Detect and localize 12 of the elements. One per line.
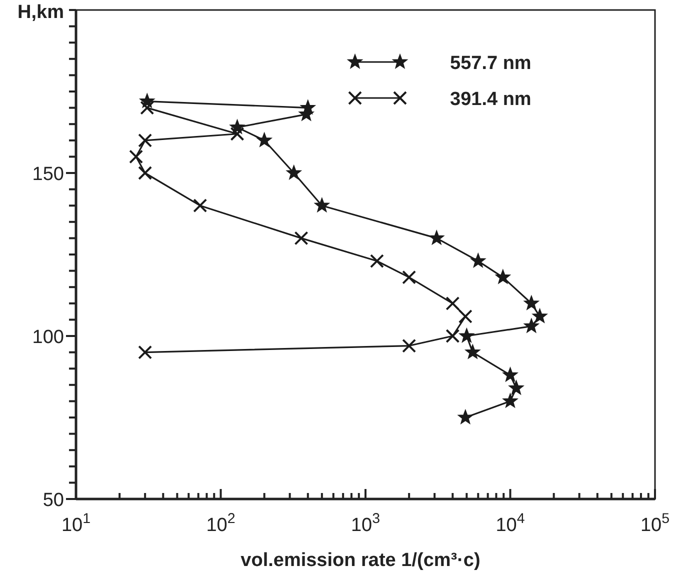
y-tick-label: 100: [32, 327, 64, 348]
x-tick-label: 10$^{4}$: [496, 511, 525, 536]
x-tick-label: 10$^{5}$: [640, 511, 670, 536]
x-tick-label: 10$^{1}$: [61, 511, 91, 536]
y-tick-label: 50: [42, 490, 64, 511]
legend-label: 391.4 nm: [450, 89, 532, 110]
y-axis-title: H,km: [18, 2, 64, 23]
x-tick-label: 10$^{3}$: [350, 511, 380, 536]
x-tick-label: 10$^{2}$: [206, 511, 236, 536]
legend-label: 557.7 nm: [450, 53, 532, 74]
y-tick-label: 150: [32, 164, 64, 185]
x-axis-title: vol.emission rate 1/(cm³·c): [240, 550, 480, 571]
